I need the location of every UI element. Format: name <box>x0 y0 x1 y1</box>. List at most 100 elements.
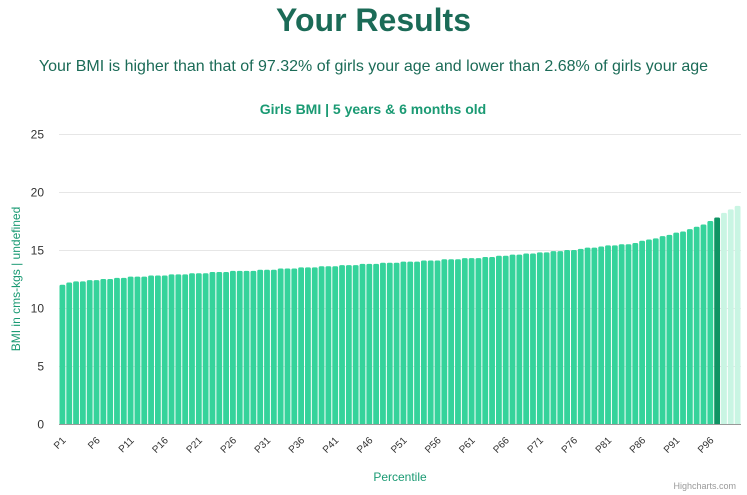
bar-p9[interactable] <box>114 277 120 424</box>
bar-p38[interactable] <box>311 267 318 424</box>
bar-p54[interactable] <box>420 260 427 424</box>
bar-p94[interactable] <box>693 226 700 424</box>
bar-p23[interactable] <box>209 272 216 424</box>
bar-p51[interactable] <box>400 261 407 424</box>
bar-p13[interactable] <box>141 276 148 424</box>
bar-p19[interactable] <box>182 274 189 424</box>
bar-p20[interactable] <box>189 273 195 424</box>
bar-p37[interactable] <box>305 267 311 424</box>
bar-p55[interactable] <box>427 260 434 424</box>
bar-p14[interactable] <box>148 275 154 424</box>
bar-p99[interactable] <box>727 209 734 424</box>
bar-p44[interactable] <box>352 265 359 424</box>
bar-p70[interactable] <box>530 253 536 424</box>
bar-p34[interactable] <box>284 268 291 424</box>
bar-p78[interactable] <box>584 247 591 424</box>
bar-p61[interactable] <box>468 258 475 424</box>
bar-p76[interactable] <box>571 250 577 424</box>
bar-p93[interactable] <box>686 229 693 424</box>
bar-p26[interactable] <box>230 270 236 424</box>
bar-p10[interactable] <box>120 277 127 424</box>
bar-p64[interactable] <box>489 256 495 424</box>
bar-p69[interactable] <box>523 253 530 424</box>
bar-p90[interactable] <box>666 234 673 424</box>
bar-p28[interactable] <box>243 270 250 424</box>
bar-p63[interactable] <box>482 256 489 424</box>
bar-p29[interactable] <box>250 270 257 424</box>
bar-p36[interactable] <box>298 267 305 424</box>
bar-p7[interactable] <box>100 279 107 424</box>
bar-p8[interactable] <box>107 279 114 424</box>
bar-p40[interactable] <box>325 266 332 424</box>
highcharts-credits-link[interactable]: Highcharts.com <box>673 481 736 491</box>
bar-p30[interactable] <box>257 269 264 424</box>
bar-p46[interactable] <box>366 263 373 424</box>
bar-p49[interactable] <box>386 262 393 424</box>
bar-p59[interactable] <box>455 259 461 424</box>
bar-p92[interactable] <box>680 231 686 424</box>
bar-p87[interactable] <box>646 239 652 424</box>
bar-p12[interactable] <box>134 276 141 424</box>
bar-p33[interactable] <box>277 268 284 424</box>
bar-p48[interactable] <box>380 262 386 424</box>
bar-p25[interactable] <box>223 272 229 424</box>
bar-p41[interactable] <box>332 266 339 424</box>
bar-p91[interactable] <box>673 232 680 424</box>
bar-p65[interactable] <box>495 255 502 424</box>
bar-p79[interactable] <box>591 247 598 424</box>
bar-p89[interactable] <box>659 236 666 424</box>
bar-p85[interactable] <box>632 243 639 424</box>
bar-p39[interactable] <box>318 266 325 424</box>
bar-p57[interactable] <box>441 259 448 424</box>
bar-p24[interactable] <box>216 272 223 424</box>
bar-p80[interactable] <box>598 246 605 424</box>
bar-p75[interactable] <box>564 250 570 424</box>
bar-p95[interactable] <box>700 224 707 424</box>
bar-p5[interactable] <box>86 280 93 424</box>
bar-p60[interactable] <box>461 258 468 424</box>
bar-p31[interactable] <box>264 269 270 424</box>
bar-p1[interactable] <box>59 284 66 424</box>
bar-p6[interactable] <box>93 280 100 424</box>
bar-p88[interactable] <box>652 238 659 424</box>
bar-p84[interactable] <box>625 244 632 424</box>
bar-p71[interactable] <box>536 252 543 424</box>
bar-p35[interactable] <box>291 268 298 424</box>
bar-p47[interactable] <box>373 263 380 424</box>
bar-p97[interactable] <box>714 217 721 424</box>
bar-p67[interactable] <box>509 254 516 424</box>
bar-p96[interactable] <box>707 221 714 424</box>
bar-p52[interactable] <box>407 261 414 424</box>
bar-p81[interactable] <box>605 245 611 424</box>
bar-p58[interactable] <box>448 259 455 424</box>
bar-p72[interactable] <box>543 252 550 424</box>
bar-p56[interactable] <box>434 260 441 424</box>
bar-p68[interactable] <box>516 254 523 424</box>
bar-p22[interactable] <box>202 273 209 424</box>
bar-p98[interactable] <box>721 212 727 424</box>
bar-p15[interactable] <box>154 275 161 424</box>
bar-p86[interactable] <box>639 240 646 424</box>
bar-p73[interactable] <box>550 251 557 424</box>
bar-p50[interactable] <box>393 262 400 424</box>
bar-p16[interactable] <box>161 275 168 424</box>
bar-p11[interactable] <box>127 276 134 424</box>
bar-p27[interactable] <box>236 270 243 424</box>
bar-p2[interactable] <box>66 282 73 424</box>
bar-p17[interactable] <box>168 274 175 424</box>
bar-p83[interactable] <box>618 244 625 424</box>
bar-p21[interactable] <box>195 273 202 424</box>
bar-p45[interactable] <box>359 263 366 424</box>
bar-p77[interactable] <box>577 248 584 424</box>
bar-p62[interactable] <box>475 258 482 424</box>
bar-p53[interactable] <box>414 261 420 424</box>
bar-p3[interactable] <box>73 281 79 424</box>
bar-p42[interactable] <box>339 265 345 424</box>
bar-p32[interactable] <box>270 269 277 424</box>
bar-p43[interactable] <box>345 265 352 424</box>
bar-p4[interactable] <box>79 281 86 424</box>
bar-p66[interactable] <box>502 255 509 424</box>
bar-p18[interactable] <box>175 274 182 424</box>
bar-p82[interactable] <box>611 245 618 424</box>
bar-p74[interactable] <box>557 251 564 424</box>
